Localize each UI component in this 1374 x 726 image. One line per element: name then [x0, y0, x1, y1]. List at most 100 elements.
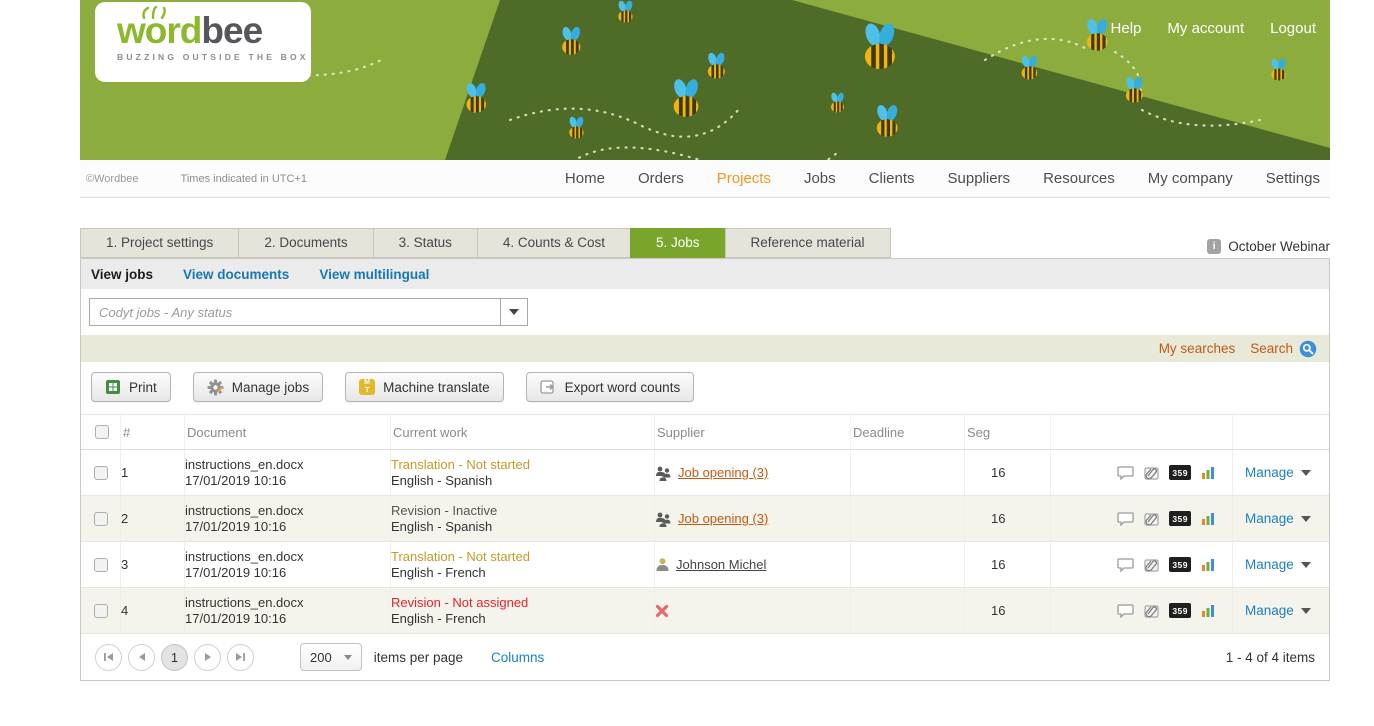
view-multilingual-tab[interactable]: View multilingual	[319, 266, 430, 282]
word-count-badge[interactable]: 359	[1169, 603, 1191, 618]
deadline-cell	[851, 588, 965, 633]
manage-dropdown-icon[interactable]	[1300, 561, 1311, 568]
logout-link[interactable]: Logout	[1270, 20, 1316, 37]
next-page-button[interactable]	[194, 643, 221, 671]
tab-status[interactable]: 3. Status	[372, 228, 478, 258]
bar-chart-icon[interactable]	[1200, 511, 1216, 526]
group-icon	[656, 512, 671, 527]
tab-project-settings[interactable]: 1. Project settings	[80, 228, 240, 258]
paperclip-icon[interactable]	[1143, 511, 1160, 527]
tab-documents[interactable]: 2. Documents	[238, 228, 374, 258]
language-pair: English - Spanish	[391, 518, 493, 534]
nav-projects[interactable]: Projects	[716, 170, 771, 187]
pagination-bar: 1 200 items per page Columns 1 - 4 of 4 …	[81, 634, 1329, 680]
supplier-link[interactable]: Johnson Michel	[676, 557, 767, 572]
tab-counts-cost[interactable]: 4. Counts & Cost	[476, 228, 631, 258]
supplier-link[interactable]: Job opening (3)	[678, 465, 769, 480]
job-filter-value[interactable]: Codyt jobs - Any status	[89, 298, 501, 326]
supplier-link[interactable]: Job opening (3)	[678, 511, 769, 526]
manage-link[interactable]: Manage	[1245, 465, 1294, 480]
table-row: 2 instructions_en.docx 17/01/2019 10:16 R…	[81, 496, 1329, 542]
header-supplier: Supplier	[655, 415, 851, 449]
filter-row: Codyt jobs - Any status	[81, 289, 1329, 335]
first-page-button[interactable]	[95, 643, 122, 671]
gear-icon	[207, 379, 224, 395]
chevron-down-icon	[509, 309, 519, 315]
view-jobs-tab[interactable]: View jobs	[91, 266, 154, 282]
job-filter-dropdown-button[interactable]	[501, 298, 528, 326]
my-searches-link[interactable]: My searches	[1158, 341, 1236, 356]
main-nav: Home Orders Projects Jobs Clients Suppli…	[565, 170, 1320, 187]
banner-illustration	[202, 0, 1330, 160]
group-icon	[656, 466, 671, 481]
row-checkbox[interactable]	[93, 511, 108, 526]
help-link[interactable]: Help	[1110, 20, 1142, 37]
paperclip-icon[interactable]	[1143, 603, 1160, 619]
table-row: 4 instructions_en.docx 17/01/2019 10:16 R…	[81, 588, 1329, 634]
paperclip-icon[interactable]	[1143, 465, 1160, 481]
webinar-link[interactable]: i October Webinar	[1207, 239, 1330, 258]
nav-clients[interactable]: Clients	[868, 170, 915, 187]
row-checkbox[interactable]	[93, 557, 108, 572]
manage-dropdown-icon[interactable]	[1300, 515, 1311, 522]
document-name: instructions_en.docx	[185, 456, 304, 472]
document-date: 17/01/2019 10:16	[185, 564, 287, 580]
work-status: Translation - Not started	[391, 548, 530, 564]
manage-link[interactable]: Manage	[1245, 603, 1294, 618]
comment-icon[interactable]	[1117, 603, 1134, 618]
select-all-checkbox[interactable]	[94, 425, 109, 439]
nav-settings[interactable]: Settings	[1265, 170, 1320, 187]
manage-link[interactable]: Manage	[1245, 557, 1294, 572]
manage-dropdown-icon[interactable]	[1300, 607, 1311, 614]
last-page-button[interactable]	[227, 643, 254, 671]
print-button[interactable]: Print	[91, 372, 171, 402]
job-filter-combobox[interactable]: Codyt jobs - Any status	[89, 298, 528, 326]
word-count-badge[interactable]: 359	[1169, 557, 1191, 572]
row-checkbox[interactable]	[93, 465, 108, 480]
wordbee-logo[interactable]: wordbee BUZZING OUTSIDE THE BOX	[95, 2, 311, 82]
language-pair: English - Spanish	[391, 472, 493, 488]
columns-link[interactable]: Columns	[491, 649, 545, 665]
nav-orders[interactable]: Orders	[637, 170, 684, 187]
view-switcher: View jobs View documents View multilingu…	[81, 259, 1329, 289]
nav-suppliers[interactable]: Suppliers	[947, 170, 1011, 187]
previous-page-button[interactable]	[128, 643, 155, 671]
page-size-select[interactable]: 200	[300, 643, 362, 671]
row-number: 2	[121, 496, 185, 541]
nav-resources[interactable]: Resources	[1043, 170, 1115, 187]
tab-reference-material[interactable]: Reference material	[724, 228, 891, 258]
nav-my-company[interactable]: My company	[1147, 170, 1233, 187]
segment-count: 16	[965, 588, 1051, 633]
bar-chart-icon[interactable]	[1200, 557, 1216, 572]
nav-jobs[interactable]: Jobs	[803, 170, 836, 187]
tab-jobs[interactable]: 5. Jobs	[629, 228, 726, 258]
comment-icon[interactable]	[1117, 557, 1134, 572]
nav-home[interactable]: Home	[564, 170, 605, 187]
header-num: #	[121, 415, 185, 449]
manage-link[interactable]: Manage	[1245, 511, 1294, 526]
segment-count: 16	[965, 450, 1051, 495]
comment-icon[interactable]	[1117, 465, 1134, 480]
row-checkbox[interactable]	[93, 603, 108, 618]
view-documents-tab[interactable]: View documents	[183, 266, 290, 282]
manage-dropdown-icon[interactable]	[1300, 469, 1311, 476]
table-row: 1 instructions_en.docx 17/01/2019 10:16 T…	[81, 450, 1329, 496]
language-pair: English - French	[391, 564, 486, 580]
document-name: instructions_en.docx	[185, 594, 304, 610]
current-page-button[interactable]: 1	[161, 643, 188, 671]
header-current-work: Current work	[391, 415, 655, 449]
account-links: Help My account Logout	[1111, 20, 1316, 37]
export-word-counts-button[interactable]: Export word counts	[525, 372, 695, 402]
my-account-link[interactable]: My account	[1167, 20, 1245, 37]
word-count-badge[interactable]: 359	[1169, 465, 1191, 480]
row-number: 4	[121, 588, 185, 633]
search-link[interactable]: Search	[1250, 340, 1317, 358]
manage-jobs-button[interactable]: Manage jobs	[192, 372, 324, 402]
word-count-badge[interactable]: 359	[1169, 511, 1191, 526]
comment-icon[interactable]	[1117, 511, 1134, 526]
paperclip-icon[interactable]	[1143, 557, 1160, 573]
bar-chart-icon[interactable]	[1200, 603, 1216, 618]
bar-chart-icon[interactable]	[1200, 465, 1216, 480]
